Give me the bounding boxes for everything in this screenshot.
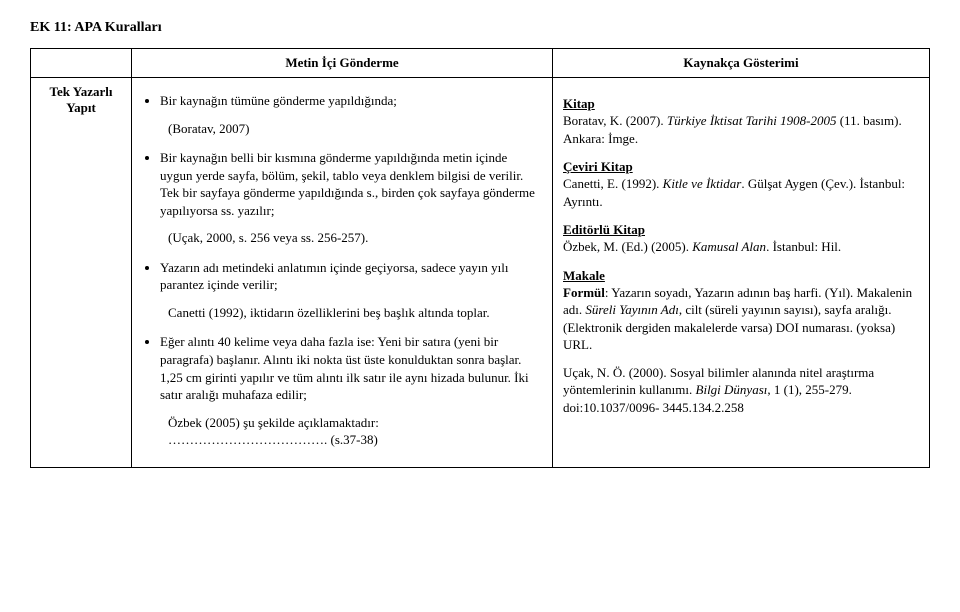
example-line: Özbek (2005) şu şekilde açıklamaktadır: bbox=[168, 415, 379, 430]
makale-label: Makale bbox=[563, 268, 919, 284]
row-label-line1: Tek Yazarlı bbox=[50, 84, 113, 99]
ceviri-label: Çeviri Kitap bbox=[563, 159, 919, 175]
ref-ital: Süreli Yayının Adı bbox=[585, 302, 678, 317]
table-header-row: Metin İçi Gönderme Kaynakça Gösterimi bbox=[31, 49, 930, 78]
row-label-line2: Yapıt bbox=[66, 100, 96, 115]
ref-text: . İstanbul: Hil. bbox=[766, 239, 841, 254]
example-line: ………………………………. (s.37-38) bbox=[168, 432, 378, 447]
row-label-cell: Tek Yazarlı Yapıt bbox=[31, 78, 132, 468]
intext-bullet-list: Eğer alıntı 40 kelime veya daha fazla is… bbox=[142, 333, 542, 403]
makale-example: Uçak, N. Ö. (2000). Sosyal bilimler alan… bbox=[563, 364, 919, 417]
list-item: Bir kaynağın belli bir kısmına gönderme … bbox=[160, 149, 542, 219]
bibliography-cell: Kitap Boratav, K. (2007). Türkiye İktisa… bbox=[553, 78, 930, 468]
example-text: Özbek (2005) şu şekilde açıklamaktadır: … bbox=[168, 414, 542, 449]
list-item: Eğer alıntı 40 kelime veya daha fazla is… bbox=[160, 333, 542, 403]
header-bibliography: Kaynakça Gösterimi bbox=[553, 49, 930, 78]
editorlu-label: Editörlü Kitap bbox=[563, 222, 919, 238]
ref-text: Canetti, E. (1992). bbox=[563, 176, 663, 191]
list-item: Yazarın adı metindeki anlatımın içinde g… bbox=[160, 259, 542, 294]
editorlu-entry: Özbek, M. (Ed.) (2005). Kamusal Alan. İs… bbox=[563, 238, 919, 256]
ceviri-entry: Canetti, E. (1992). Kitle ve İktidar. Gü… bbox=[563, 175, 919, 210]
ref-text: Özbek, M. (Ed.) (2005). bbox=[563, 239, 692, 254]
example-text: (Uçak, 2000, s. 256 veya ss. 256-257). bbox=[168, 229, 542, 247]
formul-bold: Formül bbox=[563, 285, 605, 300]
list-item: Bir kaynağın tümüne gönderme yapıldığınd… bbox=[160, 92, 542, 110]
ref-ital: Kitle ve İktidar bbox=[663, 176, 742, 191]
makale-formul: Formül: Yazarın soyadı, Yazarın adının b… bbox=[563, 284, 919, 354]
ref-ital: Kamusal Alan bbox=[692, 239, 766, 254]
intext-bullet-list: Bir kaynağın belli bir kısmına gönderme … bbox=[142, 149, 542, 219]
header-blank bbox=[31, 49, 132, 78]
example-text: (Boratav, 2007) bbox=[168, 120, 542, 138]
intext-bullet-list: Yazarın adı metindeki anlatımın içinde g… bbox=[142, 259, 542, 294]
table-row: Tek Yazarlı Yapıt Bir kaynağın tümüne gö… bbox=[31, 78, 930, 468]
ref-ital: Türkiye İktisat Tarihi 1908-2005 bbox=[667, 113, 837, 128]
page-title: EK 11: APA Kuralları bbox=[30, 20, 930, 36]
ref-ital: Bilgi Dünyası bbox=[696, 382, 768, 397]
example-text: Canetti (1992), iktidarın özelliklerini … bbox=[168, 304, 542, 322]
apa-rules-table: Metin İçi Gönderme Kaynakça Gösterimi Te… bbox=[30, 48, 930, 468]
kitap-label: Kitap bbox=[563, 96, 919, 112]
ref-text: Boratav, K. (2007). bbox=[563, 113, 667, 128]
kitap-entry: Boratav, K. (2007). Türkiye İktisat Tari… bbox=[563, 112, 919, 147]
intext-bullet-list: Bir kaynağın tümüne gönderme yapıldığınd… bbox=[142, 92, 542, 110]
intext-cell: Bir kaynağın tümüne gönderme yapıldığınd… bbox=[132, 78, 553, 468]
header-intext: Metin İçi Gönderme bbox=[132, 49, 553, 78]
